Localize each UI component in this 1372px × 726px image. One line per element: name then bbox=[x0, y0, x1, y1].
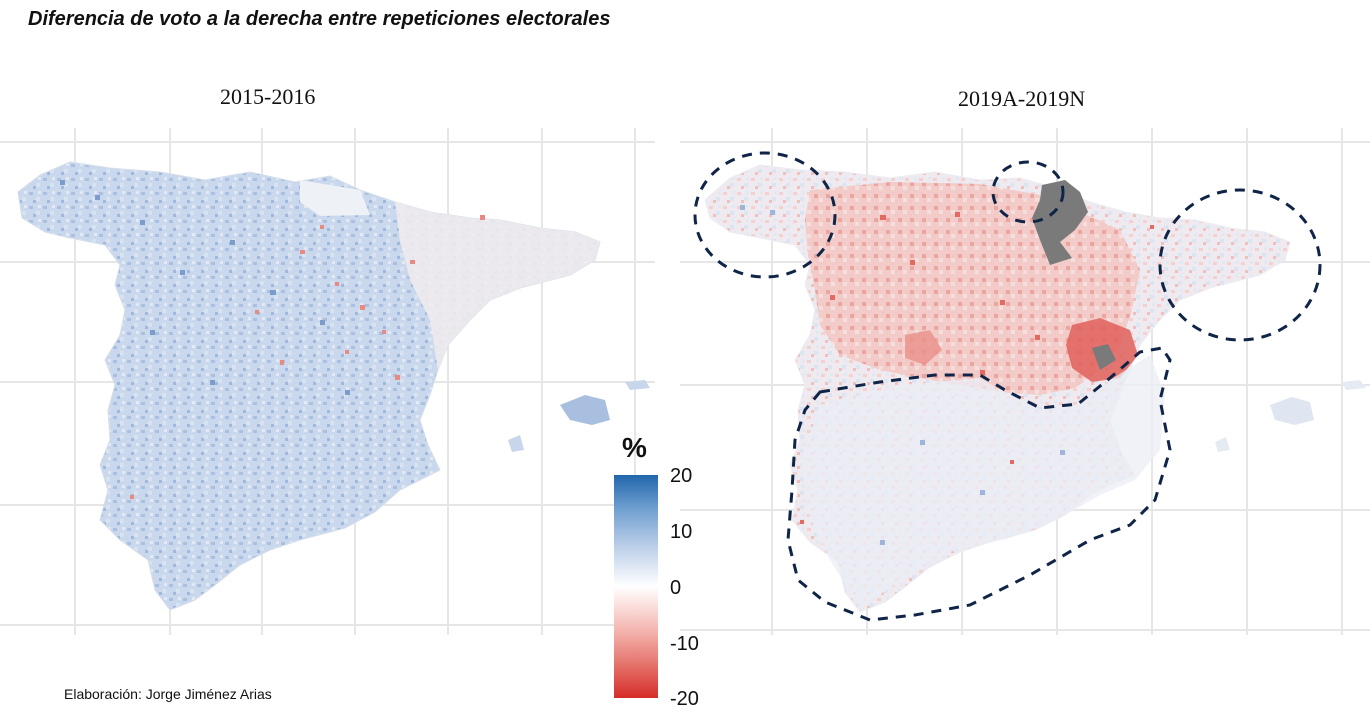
right-ibiza bbox=[1215, 437, 1230, 452]
right-red-speckles bbox=[800, 212, 1154, 524]
left-dark-blue-speckles bbox=[60, 180, 350, 395]
figure-title: Diferencia de voto a la derecha entre re… bbox=[28, 8, 611, 30]
legend-tick-0: 0 bbox=[670, 577, 682, 599]
left-ibiza bbox=[508, 435, 524, 452]
basque-highlight-circle bbox=[991, 160, 1065, 224]
right-panel-title: 2019A-2019N bbox=[958, 86, 1086, 111]
left-catalonia-area bbox=[395, 202, 600, 370]
right-dashed-highlights bbox=[693, 151, 1322, 622]
right-balearic-islands bbox=[1270, 397, 1314, 425]
legend-tick-minus-20: -20 bbox=[670, 688, 699, 710]
left-menorca bbox=[625, 380, 650, 390]
right-teruel-gray bbox=[1092, 344, 1116, 370]
left-panel-title: 2015-2016 bbox=[220, 84, 316, 109]
left-map bbox=[0, 128, 655, 635]
right-map bbox=[680, 128, 1370, 635]
left-balearic-islands bbox=[560, 395, 610, 425]
galicia-highlight-circle bbox=[693, 151, 837, 279]
left-basque-area bbox=[300, 180, 370, 216]
legend-color-bar bbox=[614, 475, 658, 698]
legend-tick-10: 10 bbox=[670, 521, 693, 543]
right-menorca bbox=[1342, 380, 1366, 390]
legend-tick-20: 20 bbox=[670, 465, 693, 487]
right-navarra-gray bbox=[1032, 180, 1088, 265]
south-highlight-outline bbox=[786, 346, 1172, 622]
right-castilla-red-patch bbox=[905, 330, 942, 365]
right-blue-speckles bbox=[740, 205, 1065, 545]
legend-title: % bbox=[622, 432, 647, 463]
right-south-light-zone bbox=[800, 355, 1165, 608]
catalonia-highlight-circle bbox=[1158, 188, 1322, 342]
left-red-speckles bbox=[130, 215, 485, 499]
credit-text: Elaboración: Jorge Jiménez Arias bbox=[64, 686, 272, 702]
legend-tick-minus-10: -10 bbox=[670, 633, 699, 655]
